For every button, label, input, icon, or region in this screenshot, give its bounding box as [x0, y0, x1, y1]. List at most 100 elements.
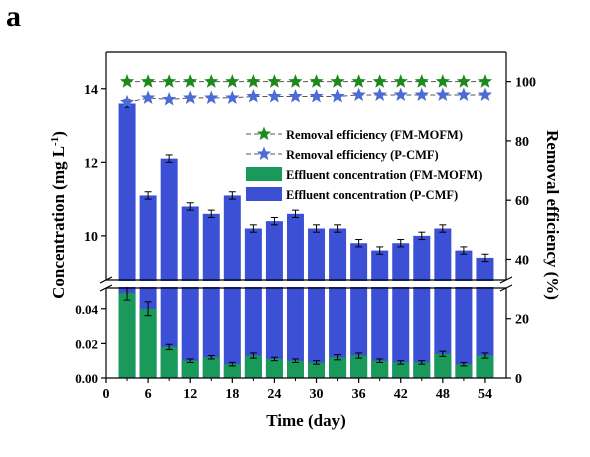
bar-fmmofm	[308, 362, 326, 378]
bar-fmmofm	[413, 362, 431, 378]
tick-label-x: 12	[183, 387, 197, 402]
bar-pcmf	[434, 228, 452, 378]
bar-pcmf	[308, 228, 326, 378]
bar-fmmofm	[350, 355, 368, 378]
bar-pcmf	[413, 235, 431, 378]
bar-fmmofm	[202, 357, 220, 378]
axis-labels-group: Time (day) Concentration (mg L-1) Removal …	[49, 130, 562, 430]
tick-label-left-upper: 12	[84, 156, 98, 171]
star-point-fmmofm	[309, 74, 324, 88]
bar-fmmofm	[160, 346, 178, 378]
bar-fmmofm	[476, 355, 494, 378]
star-point-pcmf	[183, 90, 198, 104]
star-point-fmmofm	[267, 74, 282, 88]
legend-bar-swatch	[246, 167, 282, 181]
bar-fmmofm	[371, 360, 389, 378]
bar-fmmofm	[244, 355, 262, 378]
star-point-pcmf	[204, 90, 219, 104]
tick-label-x: 6	[145, 387, 152, 402]
axes-group: 10 12 14 0.00 0.02 0.04 0 20 40 60 80 100 0 6 12 18 24 30…	[75, 51, 536, 402]
tick-label-left-lower: 0.04	[75, 302, 98, 317]
tick-label-left-upper: 14	[84, 83, 98, 98]
bar-fmmofm	[118, 293, 136, 378]
star-point-fmmofm	[414, 74, 429, 88]
legend: Removal efficiency (FM-MOFM) Removal effi…	[246, 126, 482, 202]
star-point-fmmofm	[456, 74, 472, 88]
bar-pcmf	[329, 228, 347, 378]
tick-label-x: 18	[225, 387, 239, 402]
tick-label-x: 24	[267, 387, 281, 402]
tick-label-x: 54	[478, 387, 492, 402]
tick-label-x: 48	[436, 387, 450, 402]
tick-label-left-lower: 0.02	[75, 336, 98, 351]
star-point-pcmf	[267, 88, 282, 103]
star-point-fmmofm	[162, 74, 177, 88]
bar-pcmf	[350, 243, 368, 378]
upper-bars-group	[118, 99, 494, 378]
lower-bars-group	[118, 285, 494, 378]
x-axis-label: Time (day)	[266, 411, 346, 430]
bar-pcmf	[286, 213, 304, 378]
tick-label-right: 80	[515, 135, 529, 150]
bar-pcmf	[244, 228, 262, 378]
legend-star-swatch	[256, 126, 272, 141]
star-point-pcmf	[435, 87, 450, 102]
star-point-pcmf	[119, 94, 135, 109]
star-point-fmmofm	[204, 74, 219, 88]
star-point-fmmofm	[225, 74, 240, 88]
star-point-fmmofm	[183, 74, 198, 88]
tick-label-right: 20	[515, 313, 529, 328]
line-pcmf	[126, 94, 485, 103]
star-point-pcmf	[477, 87, 493, 102]
legend-entry-label: Removal efficiency (P-CMF)	[286, 148, 439, 162]
star-point-pcmf	[456, 87, 472, 102]
bar-pcmf	[455, 250, 473, 378]
star-point-pcmf	[162, 91, 177, 106]
bar-fmmofm	[286, 360, 304, 378]
bar-fmmofm	[455, 364, 473, 378]
star-point-fmmofm	[477, 74, 493, 88]
efficiency-lines-group	[119, 74, 493, 109]
bar-pcmf	[392, 243, 410, 378]
bar-fmmofm	[139, 308, 157, 378]
star-point-pcmf	[393, 87, 408, 102]
bar-pcmf	[181, 206, 199, 378]
tick-label-right: 40	[515, 253, 529, 268]
star-point-pcmf	[225, 90, 240, 104]
tick-label-left-upper: 10	[84, 230, 98, 245]
bar-fmmofm	[329, 357, 347, 378]
star-point-fmmofm	[246, 74, 261, 88]
bar-fmmofm	[392, 362, 410, 378]
axis-break-gap	[102, 281, 510, 287]
star-point-fmmofm	[330, 74, 345, 88]
tick-label-right: 100	[515, 76, 536, 91]
star-point-fmmofm	[140, 74, 156, 88]
tick-label-right: 60	[515, 194, 529, 209]
star-point-pcmf	[246, 88, 261, 103]
y-axis-right-label: Removal efficiency (%)	[543, 130, 562, 300]
star-point-fmmofm	[372, 74, 387, 88]
bar-fmmofm	[223, 364, 241, 378]
bar-fmmofm	[265, 358, 283, 378]
legend-star-swatch	[256, 146, 272, 161]
legend-entry-label: Effluent concentration (FM-MOFM)	[286, 168, 482, 182]
y-axis-left-label: Concentration (mg L-1)	[49, 131, 68, 299]
tick-label-x: 30	[310, 387, 324, 402]
panel-label: a	[6, 0, 21, 33]
star-point-pcmf	[288, 88, 303, 103]
bar-pcmf	[202, 213, 220, 378]
star-point-fmmofm	[351, 74, 366, 88]
bar-pcmf	[160, 158, 178, 378]
legend-entry-label: Removal efficiency (FM-MOFM)	[286, 128, 463, 142]
star-point-fmmofm	[435, 74, 450, 88]
star-point-pcmf	[351, 87, 366, 102]
legend-bar-swatch	[246, 187, 282, 201]
tick-label-x: 42	[394, 387, 408, 402]
tick-label-left-lower: 0.00	[75, 371, 98, 386]
star-point-fmmofm	[119, 74, 135, 88]
star-point-pcmf	[309, 88, 324, 103]
star-point-pcmf	[372, 87, 387, 102]
bar-pcmf	[265, 221, 283, 378]
tick-label-x: 0	[103, 387, 110, 402]
